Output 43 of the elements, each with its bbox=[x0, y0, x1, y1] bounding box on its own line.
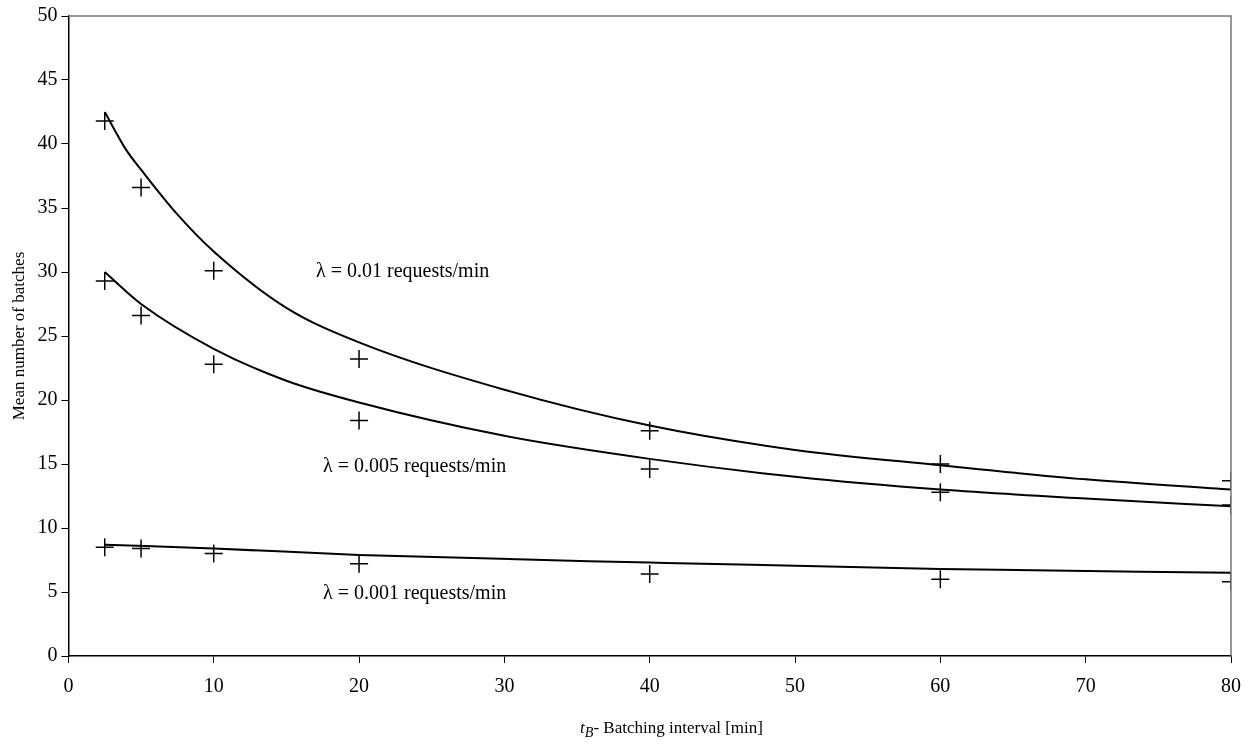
y-tick-label: 30 bbox=[37, 259, 58, 282]
point bbox=[349, 554, 369, 574]
x-tick-label: 10 bbox=[203, 674, 224, 697]
y-tick-label: 45 bbox=[37, 67, 58, 90]
y-tick-label: 50 bbox=[37, 3, 58, 26]
point bbox=[203, 260, 224, 281]
y-tick-label: 10 bbox=[37, 515, 58, 538]
point bbox=[131, 305, 151, 326]
y-tick-label: 0 bbox=[47, 643, 58, 666]
point bbox=[131, 177, 151, 198]
y-tick-label: 40 bbox=[37, 131, 58, 154]
point bbox=[930, 569, 951, 589]
x-tick-label: 70 bbox=[1075, 674, 1096, 697]
x-tick-label: 0 bbox=[63, 674, 74, 697]
point bbox=[203, 354, 224, 374]
y-axis-title: Mean number of batches bbox=[8, 251, 28, 421]
annotation: λ = 0.005 requests/min bbox=[323, 453, 507, 477]
x-tick-label: 50 bbox=[785, 674, 806, 697]
y-tick-label: 5 bbox=[47, 579, 58, 602]
x-axis-title: t$_{B}$- Batching interval [min] bbox=[579, 718, 764, 742]
annotation: λ = 0.01 requests/min bbox=[316, 259, 490, 283]
point bbox=[639, 564, 660, 584]
y-tick-label: 20 bbox=[37, 387, 58, 410]
point bbox=[94, 271, 115, 291]
y-tick-label: 15 bbox=[37, 451, 58, 474]
point bbox=[639, 420, 660, 441]
x-tick-label: 60 bbox=[930, 674, 951, 697]
point bbox=[203, 543, 224, 564]
point bbox=[131, 538, 151, 559]
x-tick-label: 80 bbox=[1221, 674, 1241, 697]
point bbox=[639, 459, 660, 479]
y-tick-label: 35 bbox=[37, 195, 58, 218]
point bbox=[930, 482, 951, 502]
x-tick-label: 30 bbox=[494, 674, 515, 697]
x-tick-label: 40 bbox=[639, 674, 660, 697]
point bbox=[94, 111, 115, 131]
y-tick-label: 25 bbox=[37, 323, 58, 346]
point bbox=[349, 349, 369, 369]
annotation: λ = 0.001 requests/min bbox=[323, 580, 507, 604]
x-tick-label: 20 bbox=[349, 674, 370, 697]
point bbox=[94, 537, 115, 557]
point bbox=[349, 410, 369, 431]
point bbox=[930, 454, 951, 474]
